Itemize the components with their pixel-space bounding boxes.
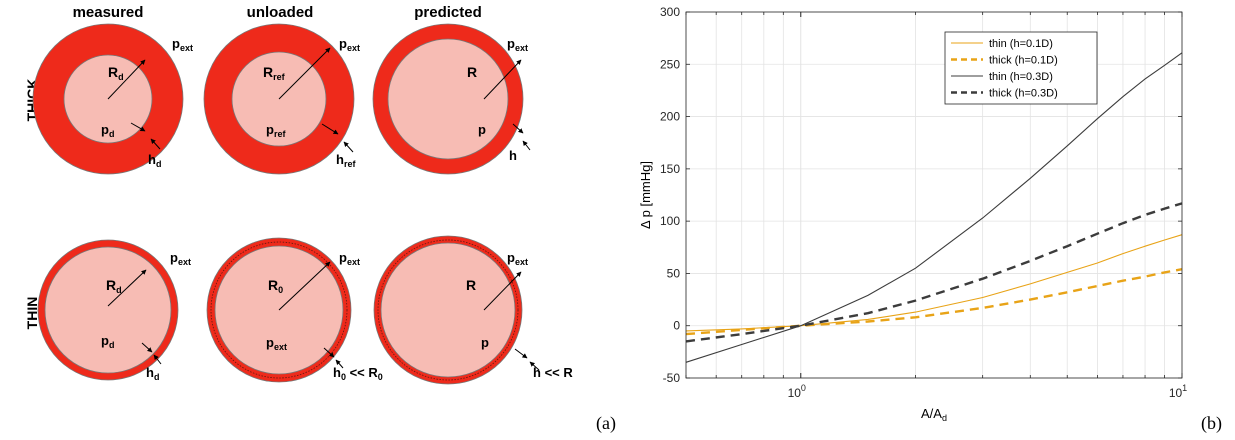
- thickness-label: h: [509, 148, 517, 163]
- thickness-label: hd: [148, 152, 161, 169]
- thickness-label: h0 << R0: [333, 365, 383, 382]
- legend-entry: thick (h=0.3D): [989, 88, 1058, 100]
- dotted-wall-midline: [210, 241, 348, 379]
- y-tick-label: 200: [660, 110, 680, 124]
- thickness-arrow-in: [141, 342, 153, 353]
- vessel-thick-measured: [32, 23, 184, 175]
- column-title-measured: measured: [72, 4, 144, 21]
- column-title-predicted: predicted: [414, 4, 482, 21]
- radius-arrow: [107, 59, 146, 100]
- external-pressure-label: pext: [507, 36, 528, 53]
- panel-label-b: (b): [1201, 413, 1222, 433]
- vessel-thick-unloaded: [203, 23, 355, 175]
- thickness-arrow-in: [512, 123, 524, 134]
- x-axis-label: A/Ad: [921, 406, 947, 423]
- x-tick-label: 101: [1169, 383, 1187, 400]
- column-title-unloaded: unloaded: [246, 4, 314, 21]
- plot-frame: [685, 11, 1183, 379]
- thickness-arrow-out: [150, 138, 161, 150]
- radius-arrow: [483, 271, 522, 311]
- thickness-label: hd: [146, 365, 159, 382]
- thickness-arrow-out: [522, 140, 531, 151]
- radius-label: Rd: [108, 64, 124, 82]
- dotted-wall-midline: [377, 239, 519, 381]
- thickness-label: href: [336, 152, 356, 169]
- thickness-arrow-in: [321, 123, 339, 135]
- pressure-label: pref: [266, 122, 286, 139]
- radius-label: R: [466, 277, 476, 293]
- vessel-lumen: [387, 38, 509, 160]
- thickness-arrow-in: [514, 348, 528, 359]
- y-tick-label: 100: [660, 214, 680, 228]
- legend-entry: thick (h=0.1D): [989, 55, 1058, 67]
- y-tick-label: 300: [660, 5, 680, 19]
- vessel-thin-unloaded: [206, 237, 352, 383]
- radius-label: R0: [268, 277, 283, 295]
- pressure-label: pext: [266, 335, 287, 352]
- radius-arrow: [278, 47, 331, 100]
- external-pressure-label: pext: [339, 36, 360, 53]
- panel-label-a: (a): [596, 413, 616, 433]
- vessel-thin-predicted: [373, 235, 540, 385]
- y-tick-label: 150: [660, 162, 680, 176]
- external-pressure-label: pext: [170, 250, 191, 267]
- radius-arrow: [107, 269, 147, 307]
- radius-arrow: [483, 59, 522, 100]
- legend-entry: thin (h=0.1D): [989, 38, 1053, 50]
- series-line: [685, 52, 1183, 363]
- radius-label: Rd: [106, 277, 122, 295]
- vessel-diagrams: Rd pd hd pext Rref pref href pext R p h …: [32, 23, 573, 385]
- legend-box: [944, 31, 1098, 105]
- vessel-lumen: [380, 242, 516, 378]
- legend-entry: thin (h=0.3D): [989, 71, 1053, 83]
- thickness-arrow-out: [153, 354, 162, 365]
- chart-panel-b: -50 0 50 100 150 200 250 300 100 101 Δ p [mmHg] A…: [640, 5, 1187, 423]
- radius-label: Rref: [263, 64, 286, 82]
- pressure-label: p: [478, 122, 486, 137]
- thickness-label: h << R: [533, 365, 573, 380]
- thickness-arrow-out: [335, 359, 344, 369]
- plot-area: [686, 12, 1182, 378]
- pressure-label: p: [481, 335, 489, 350]
- x-tick-label: 100: [788, 383, 806, 400]
- y-axis-label: Δ p [mmHg]: [640, 161, 653, 229]
- vessel-lumen: [44, 246, 172, 374]
- y-tick-label: -50: [663, 371, 681, 385]
- thickness-arrow-in: [130, 122, 146, 132]
- y-tick-label: 0: [673, 319, 680, 333]
- y-tick-label: 50: [667, 266, 681, 280]
- ticks: -50 0 50 100 150 200 250 300 100 101: [660, 5, 1187, 400]
- radius-label: R: [467, 64, 477, 80]
- y-tick-label: 250: [660, 57, 680, 71]
- thickness-arrow-out: [529, 361, 540, 371]
- series: [685, 52, 1183, 363]
- external-pressure-label: pext: [172, 36, 193, 53]
- external-pressure-label: pext: [339, 250, 360, 267]
- thickness-arrow-in: [323, 347, 335, 358]
- external-pressure-label: pext: [507, 250, 528, 267]
- vessel-thick-predicted: [372, 23, 531, 175]
- pressure-label: pd: [101, 122, 114, 139]
- legend: thin (h=0.1D) thick (h=0.1D) thin (h=0.3D)…: [944, 31, 1098, 105]
- pressure-label: pd: [101, 333, 114, 350]
- series-line: [685, 268, 1183, 336]
- radius-arrow: [278, 261, 331, 311]
- vessel-thin-measured: [37, 239, 179, 381]
- thickness-arrow-out: [343, 141, 354, 153]
